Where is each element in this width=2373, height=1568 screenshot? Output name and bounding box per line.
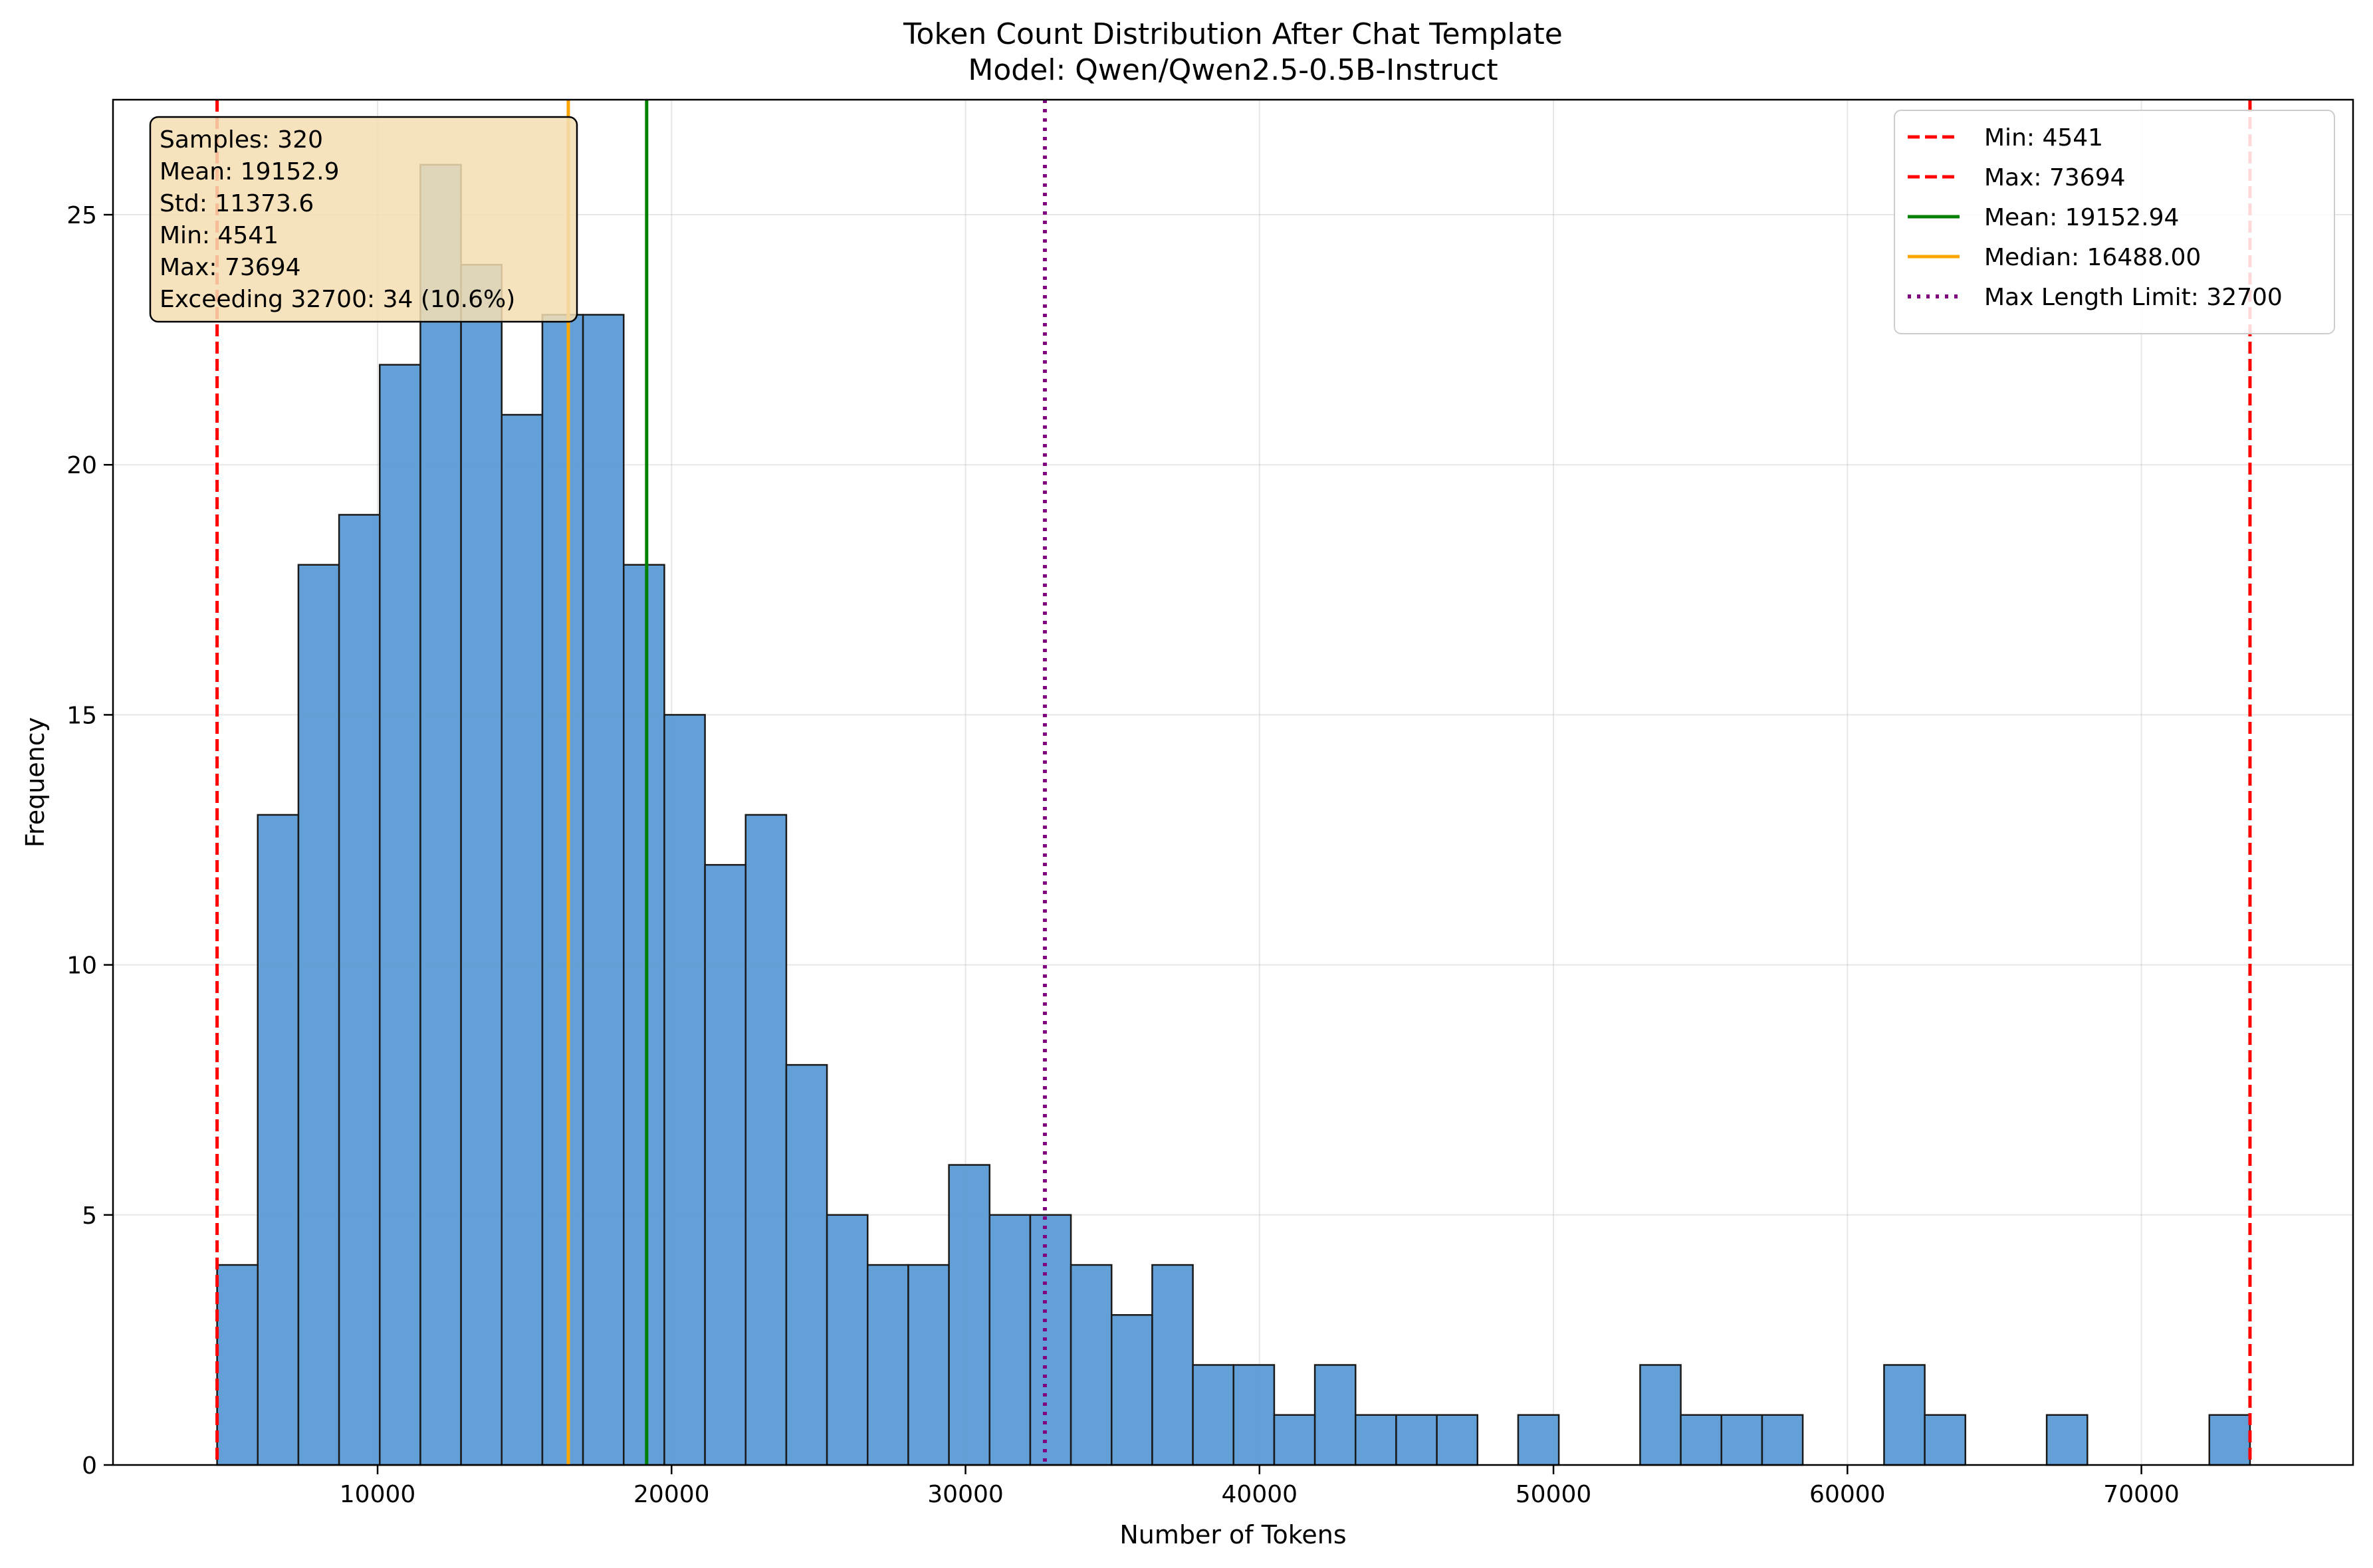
x-tick-label-4: 50000 bbox=[1516, 1481, 1592, 1508]
legend: Min: 4541 Max: 73694 Mean: 19152.94 Medi… bbox=[1894, 110, 2335, 334]
histogram-bar-29 bbox=[1395, 1414, 1438, 1466]
legend-label-max: Max: 73694 bbox=[1984, 164, 2126, 191]
histogram-bar-25 bbox=[1232, 1364, 1276, 1466]
x-tick-label-0: 10000 bbox=[340, 1481, 416, 1508]
stats-box: Samples: 320 Mean: 19152.9 Std: 11373.6 … bbox=[149, 116, 578, 323]
stats-line-max: Max: 73694 bbox=[160, 254, 301, 281]
legend-label-min: Min: 4541 bbox=[1984, 124, 2103, 152]
histogram-bar-9 bbox=[582, 314, 625, 1466]
x-tick-label-3: 40000 bbox=[1222, 1481, 1298, 1508]
stats-line-std: Std: 11373.6 bbox=[160, 190, 314, 217]
legend-label-mean: Mean: 19152.94 bbox=[1984, 204, 2179, 231]
chart-subtitle: Model: Qwen/Qwen2.5-0.5B-Instruct bbox=[968, 53, 1498, 87]
histogram-bar-22 bbox=[1111, 1314, 1153, 1466]
histogram-bar-15 bbox=[826, 1214, 869, 1466]
histogram-bar-0 bbox=[216, 1264, 259, 1466]
histogram-bar-42 bbox=[1924, 1414, 1967, 1466]
legend-label-median: Median: 16488.00 bbox=[1984, 244, 2201, 271]
histogram-bar-26 bbox=[1273, 1414, 1316, 1466]
histogram-bar-21 bbox=[1070, 1264, 1113, 1466]
bars-layer bbox=[216, 164, 2251, 1466]
histogram-bar-1 bbox=[257, 814, 300, 1466]
y-tick-label-4: 20 bbox=[66, 452, 97, 479]
histogram-bar-35 bbox=[1639, 1364, 1682, 1466]
y-tick-label-5: 25 bbox=[66, 202, 97, 229]
y-tick-label-1: 5 bbox=[82, 1202, 97, 1230]
histogram-bar-12 bbox=[704, 863, 747, 1466]
stats-line-exceeding: Exceeding 32700: 34 (10.6%) bbox=[160, 286, 515, 313]
stats-line-samples: Samples: 320 bbox=[160, 126, 323, 154]
histogram-bar-18 bbox=[948, 1164, 991, 1466]
histogram-bar-20 bbox=[1029, 1214, 1072, 1466]
histogram-bar-7 bbox=[501, 413, 544, 1466]
histogram-bar-4 bbox=[379, 364, 421, 1466]
histogram-bar-8 bbox=[541, 314, 584, 1466]
histogram-bar-37 bbox=[1720, 1414, 1763, 1466]
y-tick-label-3: 15 bbox=[66, 702, 97, 729]
x-axis-label: Number of Tokens bbox=[1119, 1520, 1346, 1549]
plot-frame bbox=[112, 98, 2354, 1466]
chart-title: Token Count Distribution After Chat Temp… bbox=[903, 17, 1563, 51]
histogram-bar-45 bbox=[2045, 1414, 2089, 1466]
histogram-bar-23 bbox=[1151, 1264, 1194, 1466]
y-tick-label-0: 0 bbox=[82, 1452, 97, 1480]
histogram-bar-13 bbox=[744, 814, 788, 1466]
histogram-bar-19 bbox=[988, 1214, 1032, 1466]
x-tick-label-6: 70000 bbox=[2103, 1481, 2180, 1508]
histogram-bar-49 bbox=[2208, 1414, 2251, 1466]
y-axis-label: Frequency bbox=[21, 717, 50, 847]
histogram-bar-17 bbox=[907, 1264, 950, 1466]
ticks-layer: 10000 20000 30000 40000 50000 60000 70000 0 5 10 1… bbox=[66, 202, 2180, 1508]
histogram-bar-14 bbox=[785, 1064, 828, 1466]
stats-line-mean: Mean: 19152.9 bbox=[160, 158, 340, 185]
histogram-bar-5 bbox=[419, 164, 462, 1466]
histogram-bar-27 bbox=[1313, 1364, 1357, 1466]
histogram-bar-6 bbox=[460, 264, 503, 1466]
x-tick-label-1: 20000 bbox=[633, 1481, 710, 1508]
histogram-bar-38 bbox=[1761, 1414, 1804, 1466]
histogram-bar-41 bbox=[1883, 1364, 1926, 1466]
histogram-bar-36 bbox=[1680, 1414, 1723, 1466]
histogram-bar-32 bbox=[1517, 1414, 1560, 1466]
histogram-bar-24 bbox=[1192, 1364, 1235, 1466]
histogram-bar-30 bbox=[1436, 1414, 1479, 1466]
y-tick-label-2: 10 bbox=[66, 952, 97, 980]
histogram-bar-11 bbox=[663, 714, 706, 1466]
histogram-bar-3 bbox=[338, 514, 381, 1466]
legend-label-max-length-limit: Max Length Limit: 32700 bbox=[1984, 284, 2283, 311]
histogram-bar-10 bbox=[623, 564, 665, 1466]
histogram-bar-28 bbox=[1355, 1414, 1397, 1466]
legend-background bbox=[1894, 110, 2335, 334]
stats-box-background bbox=[149, 116, 578, 323]
histogram-bar-2 bbox=[297, 564, 340, 1466]
histogram-bar-16 bbox=[867, 1264, 909, 1466]
x-tick-label-2: 30000 bbox=[927, 1481, 1004, 1508]
stats-line-min: Min: 4541 bbox=[160, 222, 279, 249]
x-tick-label-5: 60000 bbox=[1809, 1481, 1886, 1508]
